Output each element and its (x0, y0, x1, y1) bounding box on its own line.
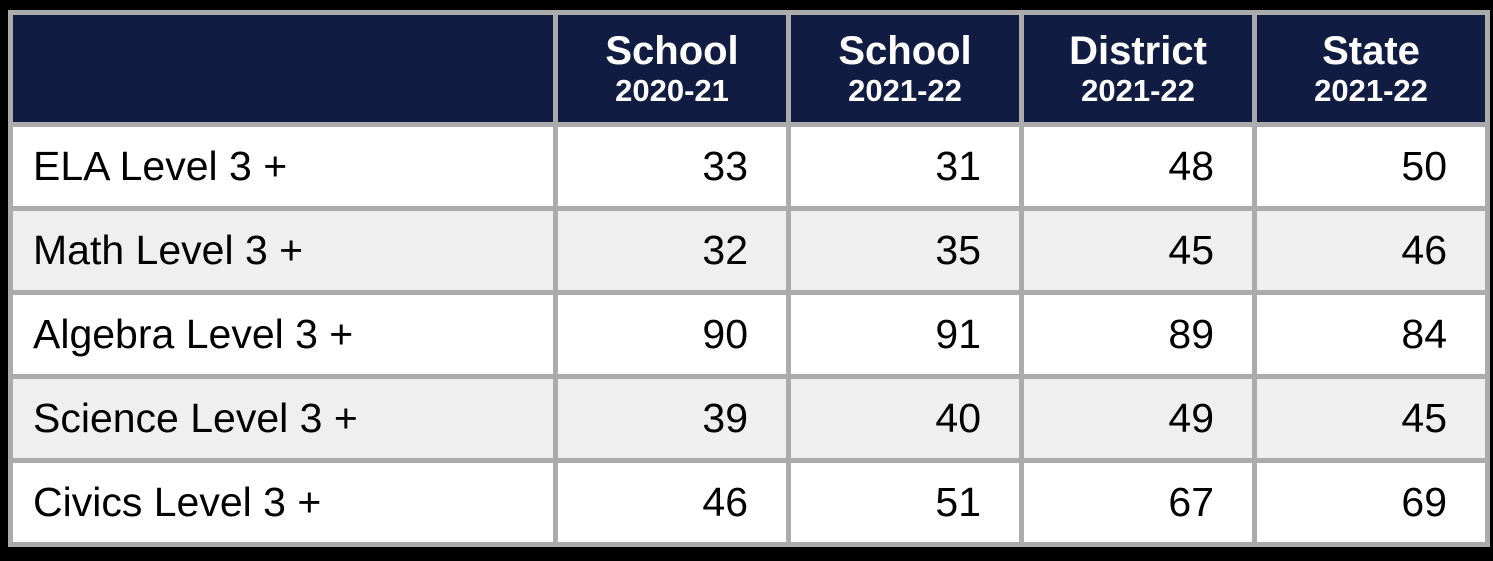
table-row-science: Science Level 3 + 39 40 49 45 (8, 374, 1490, 463)
cell-value: 35 (786, 206, 1024, 295)
table-frame: School 2020-21 School 2021-22 District 2… (8, 10, 1490, 547)
cell-value: 91 (786, 290, 1024, 379)
table-row-math: Math Level 3 + 32 35 45 46 (8, 206, 1490, 295)
row-label: ELA Level 3 + (8, 122, 558, 211)
column-header-school-2021-22: School 2021-22 (786, 10, 1024, 127)
header-row: School 2020-21 School 2021-22 District 2… (8, 10, 1490, 127)
cell-value: 45 (1252, 374, 1490, 463)
cell-value: 49 (1019, 374, 1257, 463)
cell-value: 39 (553, 374, 791, 463)
column-header-district-2021-22: District 2021-22 (1019, 10, 1257, 127)
table-row-civics: Civics Level 3 + 46 51 67 69 (8, 458, 1490, 547)
cell-value: 51 (786, 458, 1024, 547)
row-label: Science Level 3 + (8, 374, 558, 463)
column-header-school-2020-21: School 2020-21 (553, 10, 791, 127)
column-header-year: 2020-21 (615, 72, 729, 108)
cell-value: 89 (1019, 290, 1257, 379)
column-header-year: 2021-22 (1314, 72, 1428, 108)
column-header-label: District (1069, 28, 1207, 73)
cell-value: 48 (1019, 122, 1257, 211)
row-label: Civics Level 3 + (8, 458, 558, 547)
cell-value: 69 (1252, 458, 1490, 547)
cell-value: 32 (553, 206, 791, 295)
cell-value: 46 (1252, 206, 1490, 295)
column-header-label: School (605, 28, 739, 73)
cell-value: 33 (553, 122, 791, 211)
cell-value: 84 (1252, 290, 1490, 379)
assessment-results-table: School 2020-21 School 2021-22 District 2… (8, 10, 1490, 547)
table-row-ela: ELA Level 3 + 33 31 48 50 (8, 122, 1490, 211)
cell-value: 50 (1252, 122, 1490, 211)
header-empty-cell (8, 10, 558, 127)
table-row-algebra: Algebra Level 3 + 90 91 89 84 (8, 290, 1490, 379)
column-header-state-2021-22: State 2021-22 (1252, 10, 1490, 127)
cell-value: 31 (786, 122, 1024, 211)
column-header-label: State (1322, 28, 1420, 73)
row-label: Math Level 3 + (8, 206, 558, 295)
column-header-label: School (838, 28, 972, 73)
cell-value: 67 (1019, 458, 1257, 547)
cell-value: 40 (786, 374, 1024, 463)
row-label: Algebra Level 3 + (8, 290, 558, 379)
cell-value: 90 (553, 290, 791, 379)
column-header-year: 2021-22 (1081, 72, 1195, 108)
column-header-year: 2021-22 (848, 72, 962, 108)
cell-value: 45 (1019, 206, 1257, 295)
cell-value: 46 (553, 458, 791, 547)
